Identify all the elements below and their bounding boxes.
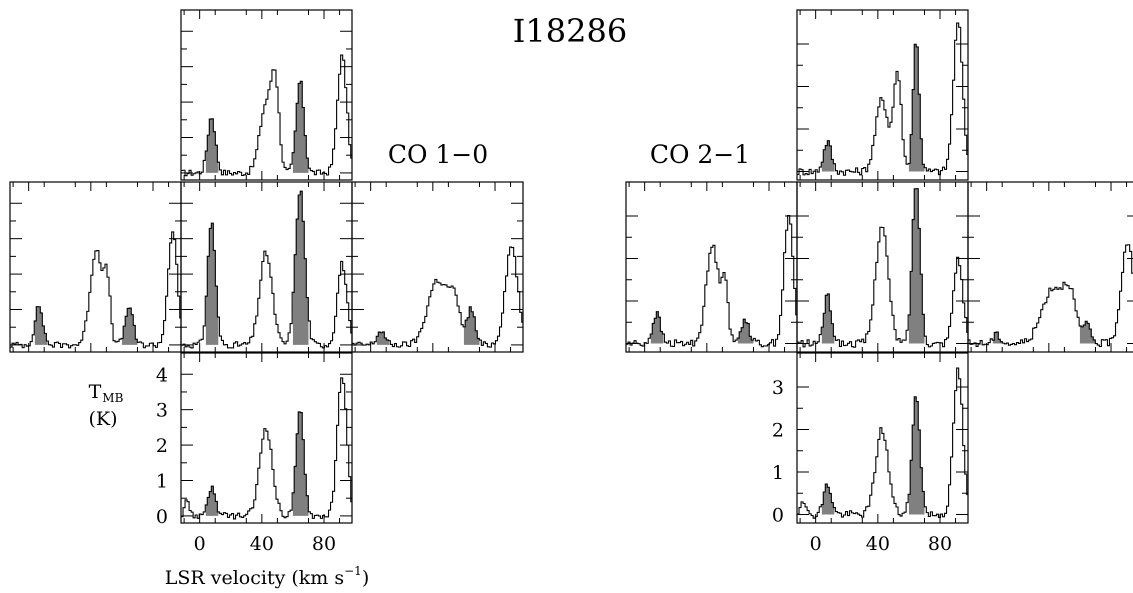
spectrum-co10-east	[351, 181, 524, 353]
shaded-region	[376, 331, 390, 345]
shaded-region	[292, 411, 309, 516]
spectrum-co21-west	[625, 181, 798, 353]
panel-frame	[180, 9, 353, 181]
y-tick-label: 4	[156, 364, 168, 386]
shaded-region	[821, 484, 835, 515]
y-tick-label: 3	[772, 377, 784, 399]
spectrum-line	[181, 377, 352, 520]
spectrum-line	[797, 188, 968, 348]
spectrum-line	[797, 367, 968, 519]
y-tick-label: 0	[156, 506, 168, 528]
spectrum-line	[968, 244, 1133, 348]
x-tick-label: 40	[866, 533, 890, 555]
shaded-region	[205, 486, 219, 516]
x-tick-label: 80	[312, 533, 336, 555]
panel-label-co10: CO 1−0	[388, 140, 488, 169]
spectrum-line	[352, 246, 523, 348]
source-title: I18286	[513, 12, 627, 50]
shaded-region	[908, 396, 925, 515]
x-tick-label: 0	[810, 533, 822, 555]
x-tick-label: 40	[250, 533, 274, 555]
panel-frame	[796, 181, 969, 353]
x-tick-label: 0	[194, 533, 206, 555]
y-tick-label: 2	[772, 420, 784, 442]
shaded-region	[1079, 321, 1096, 344]
y-tick-label: 0	[772, 505, 784, 527]
y-tick-label: 1	[156, 471, 168, 493]
shaded-region	[292, 81, 309, 173]
shaded-region	[992, 332, 1006, 344]
x-axis-label: LSR velocity (km s−1)	[165, 564, 369, 589]
y-axis-label: TMB	[89, 381, 124, 405]
panel-frame	[351, 181, 524, 353]
y-axis-unit: (K)	[88, 408, 117, 430]
x-tick-label: 80	[928, 533, 952, 555]
shaded-region	[821, 293, 835, 344]
shaded-region	[34, 306, 48, 345]
panel-label-co21: CO 2−1	[650, 140, 750, 169]
y-tick-label: 3	[156, 400, 168, 422]
spectrum-co21-south: 0 1 2 3 0 40 80	[772, 352, 969, 555]
shaded-region	[121, 308, 138, 345]
y-tick-label: 1	[772, 462, 784, 484]
panel-frame	[967, 181, 1133, 353]
panel-frame	[625, 181, 798, 353]
spectrum-line	[626, 215, 797, 348]
shaded-region	[908, 44, 925, 172]
spectrum-co10-center	[180, 181, 353, 353]
y-tick-label: 2	[156, 435, 168, 457]
spectrum-co10-west	[9, 181, 182, 353]
shaded-region	[463, 306, 480, 345]
panel-frame	[796, 9, 969, 181]
spectrum-co21-east	[967, 181, 1133, 353]
spectrum-co21-center	[796, 181, 969, 353]
spectrum-co10-north	[180, 9, 353, 181]
panel-frame	[796, 352, 969, 524]
shaded-region	[737, 319, 754, 344]
spectrum-co21-north	[796, 9, 969, 181]
shaded-region	[292, 191, 309, 345]
panel-frame	[180, 352, 353, 524]
spectrum-line	[797, 22, 968, 176]
shaded-region	[908, 188, 925, 344]
